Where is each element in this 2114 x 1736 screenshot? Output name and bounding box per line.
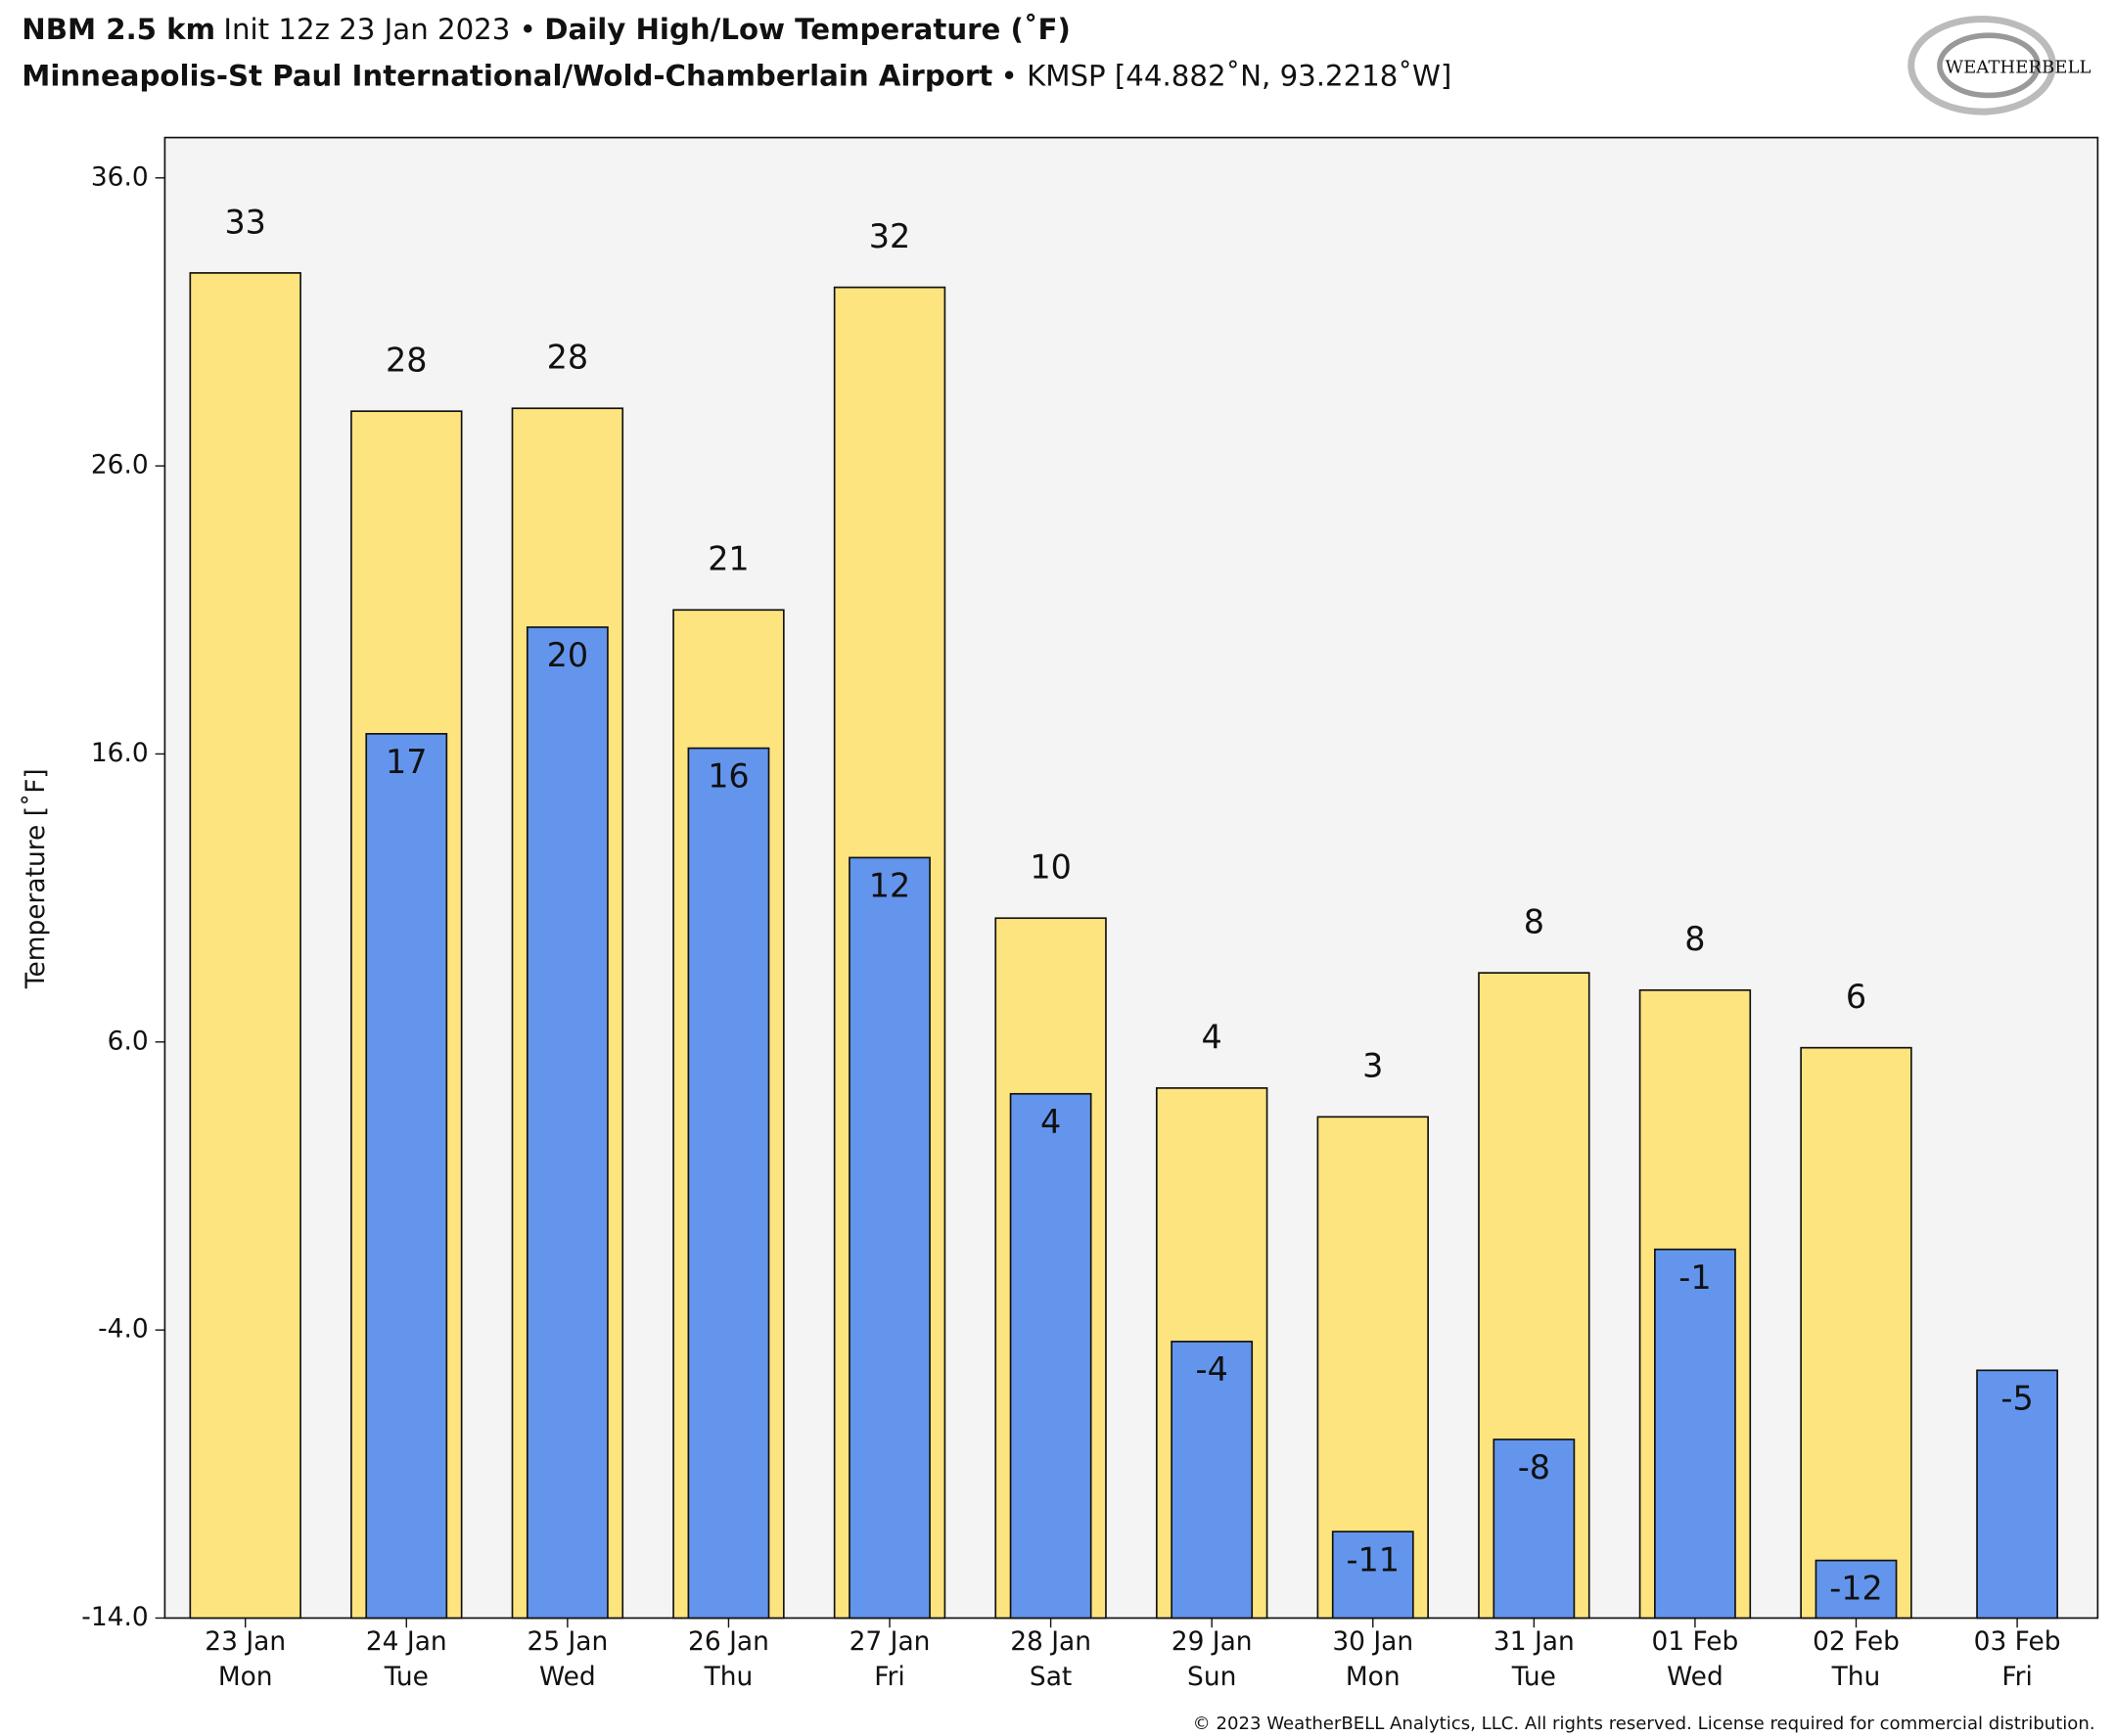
low-bar xyxy=(687,747,770,1620)
value-label: -1 xyxy=(1678,1258,1711,1297)
low-bar xyxy=(365,733,448,1620)
x-tick-weekday: Mon xyxy=(218,1662,273,1692)
logo-swirl xyxy=(1907,16,2056,115)
low-bar xyxy=(1654,1248,1736,1620)
low-bar xyxy=(526,626,609,1620)
x-tick-label: 29 Jan xyxy=(1172,1626,1253,1657)
low-bar xyxy=(1331,1530,1414,1620)
y-axis-label: Temperature [˚F] xyxy=(21,768,51,989)
x-tick-label: 01 Feb xyxy=(1651,1626,1738,1657)
x-tick-weekday: Sat xyxy=(1030,1662,1072,1692)
x-tick-label: 03 Feb xyxy=(1974,1626,2061,1657)
x-tick-label: 27 Jan xyxy=(850,1626,931,1657)
x-tick-weekday: Tue xyxy=(384,1662,429,1692)
value-label: 10 xyxy=(1030,848,1072,887)
x-tick-weekday: Thu xyxy=(704,1662,754,1692)
low-bar xyxy=(1493,1439,1576,1620)
value-label: 32 xyxy=(869,217,911,255)
value-label: -5 xyxy=(2000,1379,2033,1417)
logo-text: WEATHERBELL xyxy=(1945,58,2091,78)
x-tick-label: 30 Jan xyxy=(1332,1626,1413,1657)
value-label: 16 xyxy=(708,757,750,796)
x-tick-weekday: Fri xyxy=(2001,1662,2033,1692)
x-tick-weekday: Fri xyxy=(874,1662,905,1692)
title-init: Init 12z 23 Jan 2023 • xyxy=(223,13,535,46)
x-tick-label: 23 Jan xyxy=(205,1626,286,1657)
high-bar xyxy=(189,272,301,1620)
y-tick-label: -4.0 xyxy=(98,1314,149,1345)
station-name: Minneapolis-St Paul International/Wold-C… xyxy=(22,59,992,92)
y-tick-label: 16.0 xyxy=(91,738,149,768)
subtitle: Minneapolis-St Paul International/Wold-C… xyxy=(22,59,1451,92)
x-tick-weekday: Mon xyxy=(1346,1662,1401,1692)
y-tick-label: 6.0 xyxy=(108,1026,149,1056)
value-label: 8 xyxy=(1524,903,1544,941)
plot-area xyxy=(163,136,2099,1620)
value-label: 28 xyxy=(547,339,589,377)
x-tick-label: 31 Jan xyxy=(1494,1626,1575,1657)
value-label: 6 xyxy=(1846,978,1866,1016)
value-label: -8 xyxy=(1518,1448,1550,1486)
value-label: 21 xyxy=(708,540,750,578)
x-tick-label: 26 Jan xyxy=(688,1626,769,1657)
value-label: 20 xyxy=(547,636,589,674)
low-bar xyxy=(1976,1369,2058,1620)
high-bar xyxy=(1800,1046,1912,1620)
value-label: 12 xyxy=(869,867,911,905)
value-label: 8 xyxy=(1684,920,1705,958)
x-tick-label: 24 Jan xyxy=(366,1626,447,1657)
value-label: 28 xyxy=(386,342,428,380)
x-tick-weekday: Thu xyxy=(1831,1662,1881,1692)
low-bar xyxy=(1815,1559,1898,1620)
value-label: 3 xyxy=(1362,1047,1383,1085)
logo: WEATHERBELL xyxy=(1907,16,2091,115)
x-tick-weekday: Tue xyxy=(1511,1662,1556,1692)
title-product: Daily High/Low Temperature (˚F) xyxy=(544,13,1071,46)
low-bar xyxy=(1171,1341,1254,1620)
low-bar xyxy=(849,856,931,1620)
y-tick-label: 26.0 xyxy=(91,450,149,480)
title-model: NBM 2.5 km xyxy=(22,13,215,46)
x-tick-label: 02 Feb xyxy=(1813,1626,1900,1657)
value-label: 33 xyxy=(224,203,266,241)
value-label: -11 xyxy=(1346,1540,1400,1578)
x-tick-weekday: Sun xyxy=(1187,1662,1236,1692)
title: NBM 2.5 km Init 12z 23 Jan 2023 • Daily Hi… xyxy=(22,13,1071,46)
x-tick-label: 28 Jan xyxy=(1010,1626,1091,1657)
value-label: -12 xyxy=(1829,1570,1883,1608)
low-bar xyxy=(1009,1092,1092,1620)
y-tick-label: -14.0 xyxy=(81,1602,148,1632)
chart-root: NBM 2.5 km Init 12z 23 Jan 2023 • Daily Hi… xyxy=(21,13,2099,1734)
value-label: 17 xyxy=(386,743,428,781)
y-tick-label: 36.0 xyxy=(91,161,149,192)
value-label: 4 xyxy=(1040,1103,1061,1141)
logo-swirl xyxy=(1937,32,2041,99)
station-id: • KMSP [44.882˚N, 93.2218˚W] xyxy=(1001,59,1452,92)
footer: © 2023 WeatherBELL Analytics, LLC. All r… xyxy=(1193,1713,2095,1734)
x-tick-label: 25 Jan xyxy=(527,1626,608,1657)
x-tick-weekday: Wed xyxy=(1667,1662,1723,1692)
value-label: -4 xyxy=(1196,1350,1228,1389)
x-tick-weekday: Wed xyxy=(539,1662,596,1692)
value-label: 4 xyxy=(1202,1018,1222,1056)
